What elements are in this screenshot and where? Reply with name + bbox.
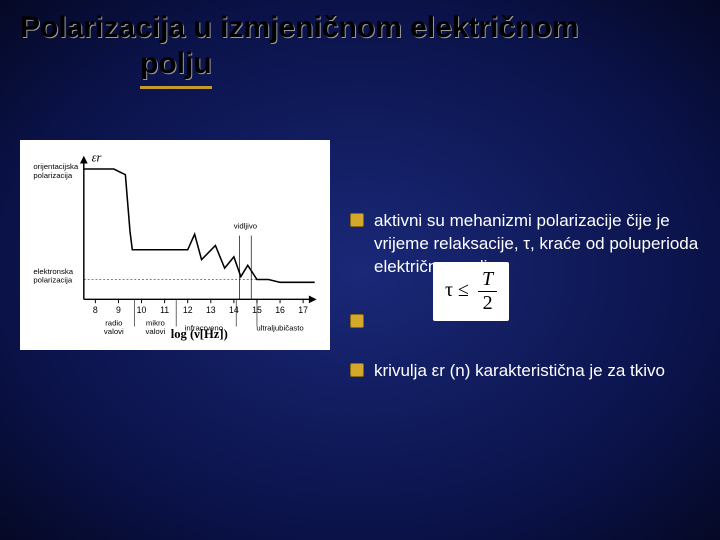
- svg-text:polarizacija: polarizacija: [33, 171, 72, 180]
- svg-text:valovi: valovi: [104, 327, 124, 336]
- svg-text:infracrveno: infracrveno: [185, 323, 223, 332]
- svg-text:elektronska: elektronska: [33, 267, 73, 276]
- formula-fraction: T 2: [478, 268, 497, 315]
- bullet-item: [350, 311, 710, 328]
- slide-title: Polarizacija u izmjeničnom električnom p…: [0, 0, 720, 89]
- bullet-item: krivulja εr (n) karakteristična je za tk…: [350, 360, 710, 383]
- svg-text:8: 8: [93, 305, 98, 315]
- svg-text:orijentacijska: orijentacijska: [33, 162, 78, 171]
- formula-denominator: 2: [478, 292, 497, 315]
- svg-text:12: 12: [183, 305, 193, 315]
- svg-text:mikro: mikro: [146, 319, 165, 328]
- svg-text:14: 14: [229, 305, 239, 315]
- svg-text:16: 16: [275, 305, 285, 315]
- bullet-text: aktivni su mehanizmi polarizacije čije j…: [374, 210, 710, 279]
- bullet-item: aktivni su mehanizmi polarizacije čije j…: [350, 210, 710, 279]
- svg-text:ultraljubičasto: ultraljubičasto: [256, 323, 303, 332]
- chart-container: εr891011121314151617log (ν[Hz])orijentac…: [20, 140, 330, 350]
- formula-numerator: T: [478, 268, 497, 292]
- svg-text:13: 13: [206, 305, 216, 315]
- permittivity-chart: εr891011121314151617log (ν[Hz])orijentac…: [28, 148, 322, 342]
- bullet-list: aktivni su mehanizmi polarizacije čije j…: [350, 210, 710, 415]
- formula-overlay: τ ≤ T 2: [433, 262, 509, 321]
- svg-text:radio: radio: [105, 319, 122, 328]
- svg-text:10: 10: [137, 305, 147, 315]
- svg-text:polarizacija: polarizacija: [33, 276, 72, 285]
- bullet-icon: [350, 363, 364, 377]
- formula-lhs: τ ≤: [445, 279, 469, 301]
- title-line-1: Polarizacija u izmjeničnom električnom: [20, 11, 579, 44]
- svg-text:11: 11: [160, 305, 169, 315]
- svg-text:vidljivo: vidljivo: [234, 222, 257, 231]
- svg-text:εr: εr: [92, 151, 102, 165]
- svg-text:17: 17: [298, 305, 308, 315]
- bullet-text: krivulja εr (n) karakteristična je za tk…: [374, 360, 710, 383]
- svg-text:9: 9: [116, 305, 121, 315]
- title-line-2: polju: [140, 46, 212, 89]
- bullet-icon: [350, 213, 364, 227]
- bullet-icon: [350, 314, 364, 328]
- svg-text:valovi: valovi: [145, 327, 165, 336]
